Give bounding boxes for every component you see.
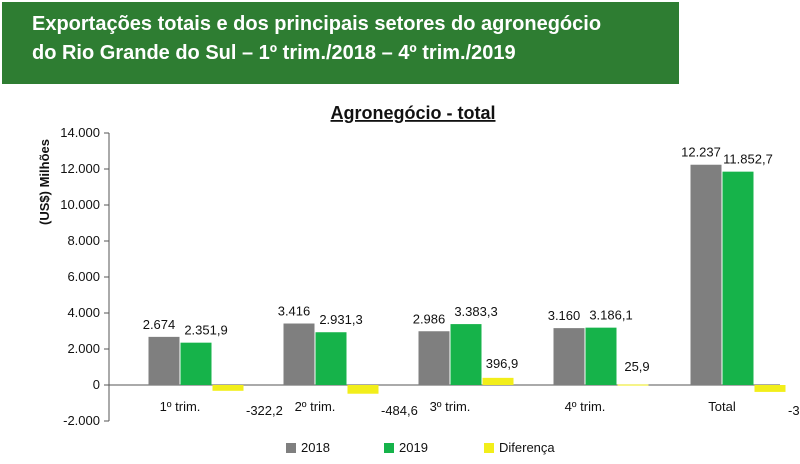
legend-swatch-2018 bbox=[286, 443, 296, 453]
bar-diferença bbox=[482, 377, 514, 385]
bar-diferença bbox=[347, 385, 379, 394]
x-tick-label: 2º trim. bbox=[295, 399, 336, 414]
data-label-diferença: 25,9 bbox=[624, 359, 649, 374]
bar-2019 bbox=[722, 171, 754, 385]
bar-2019 bbox=[585, 327, 617, 385]
data-label-2018: 12.237 bbox=[681, 145, 721, 160]
y-tick-label: 10.000 bbox=[60, 197, 100, 212]
y-tick-label: 2.000 bbox=[67, 341, 100, 356]
data-label-2019: 3.186,1 bbox=[589, 308, 632, 323]
y-axis-label: (US$) Milhões bbox=[37, 139, 52, 225]
legend-label-2019: 2019 bbox=[399, 440, 428, 455]
data-label-2019: 2.931,3 bbox=[319, 312, 362, 327]
bar-2019 bbox=[450, 324, 482, 385]
data-label-2019: 2.351,9 bbox=[184, 323, 227, 338]
data-label-2018: 3.160 bbox=[548, 308, 581, 323]
data-label-2019: 3.383,3 bbox=[454, 304, 497, 319]
bar-2018 bbox=[148, 336, 180, 385]
data-label-diferença: -384,0 bbox=[788, 403, 800, 418]
bar-diferença bbox=[617, 384, 649, 386]
bar-diferença bbox=[212, 385, 244, 391]
data-label-2019: 11.852,7 bbox=[723, 152, 773, 167]
bar-2019 bbox=[180, 342, 212, 385]
legend-label-diferença: Diferença bbox=[499, 440, 555, 455]
data-label-diferença: 396,9 bbox=[486, 356, 519, 371]
y-tick-label: 14.000 bbox=[60, 125, 100, 140]
bar-2018 bbox=[283, 323, 315, 385]
legend-label-2018: 2018 bbox=[301, 440, 330, 455]
chart-title: Agronegócio - total bbox=[331, 103, 496, 123]
bar-diferença bbox=[754, 385, 786, 392]
x-tick-label: 4º trim. bbox=[565, 399, 606, 414]
y-tick-label: 4.000 bbox=[67, 305, 100, 320]
y-tick-label: 6.000 bbox=[67, 269, 100, 284]
plot-area: -2.000 0 2.000 4.000 6.000 8.000 10.000 12.000 1… bbox=[60, 125, 800, 455]
data-label-2018: 2.674 bbox=[143, 317, 176, 332]
legend-swatch-2019 bbox=[384, 443, 394, 453]
bar-2018 bbox=[553, 328, 585, 385]
x-tick-label: Total bbox=[708, 399, 736, 414]
header-title-line1: Exportações totais e dos principais seto… bbox=[32, 13, 602, 35]
bar-2018 bbox=[690, 164, 722, 385]
header-banner: Exportações totais e dos principais seto… bbox=[2, 2, 679, 84]
y-tick-label: 8.000 bbox=[67, 233, 100, 248]
data-label-diferença: -484,6 bbox=[381, 403, 418, 418]
data-label-diferença: -322,2 bbox=[246, 403, 283, 418]
y-tick-label: -2.000 bbox=[63, 413, 100, 428]
x-tick-label: 3º trim. bbox=[430, 399, 471, 414]
x-tick-label: 1º trim. bbox=[160, 399, 201, 414]
legend-swatch-diferença bbox=[484, 443, 494, 453]
data-label-2018: 2.986 bbox=[413, 311, 446, 326]
bar-2019 bbox=[315, 332, 347, 385]
header-title-line2: do Rio Grande do Sul – 1º trim./2018 – 4… bbox=[32, 42, 516, 64]
y-tick-label: 0 bbox=[93, 377, 100, 392]
y-tick-label: 12.000 bbox=[60, 161, 100, 176]
data-label-2018: 3.416 bbox=[278, 304, 311, 319]
bar-2018 bbox=[418, 331, 450, 385]
